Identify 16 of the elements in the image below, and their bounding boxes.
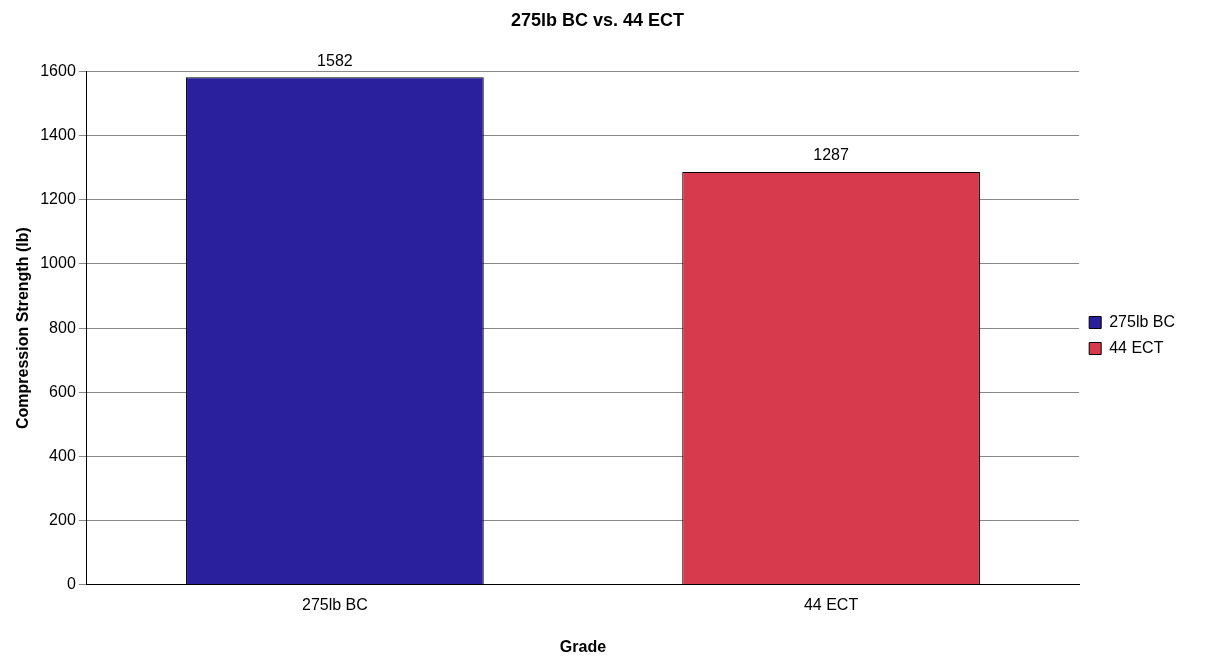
y-tick-label: 0	[66, 575, 76, 593]
legend-label: 275lb BC	[1109, 312, 1176, 330]
y-tick-label: 800	[49, 318, 76, 336]
data-label: 1582	[317, 51, 353, 69]
y-tick-label: 1200	[40, 190, 76, 208]
y-tick-label: 1400	[40, 126, 76, 144]
y-tick-label: 1600	[40, 62, 76, 80]
data-label: 1287	[813, 146, 849, 164]
x-axis-title: Grade	[559, 637, 607, 655]
legend-label: 44 ECT	[1109, 338, 1164, 356]
y-tick-label: 200	[49, 510, 76, 528]
y-tick-label: 600	[49, 382, 76, 400]
y-tick-label: 400	[49, 446, 76, 464]
y-axis-title: Compression Strength (lb)	[14, 227, 32, 429]
y-tick-label: 1000	[40, 254, 76, 272]
chart-title: 275lb BC vs. 44 ECT	[510, 9, 685, 30]
